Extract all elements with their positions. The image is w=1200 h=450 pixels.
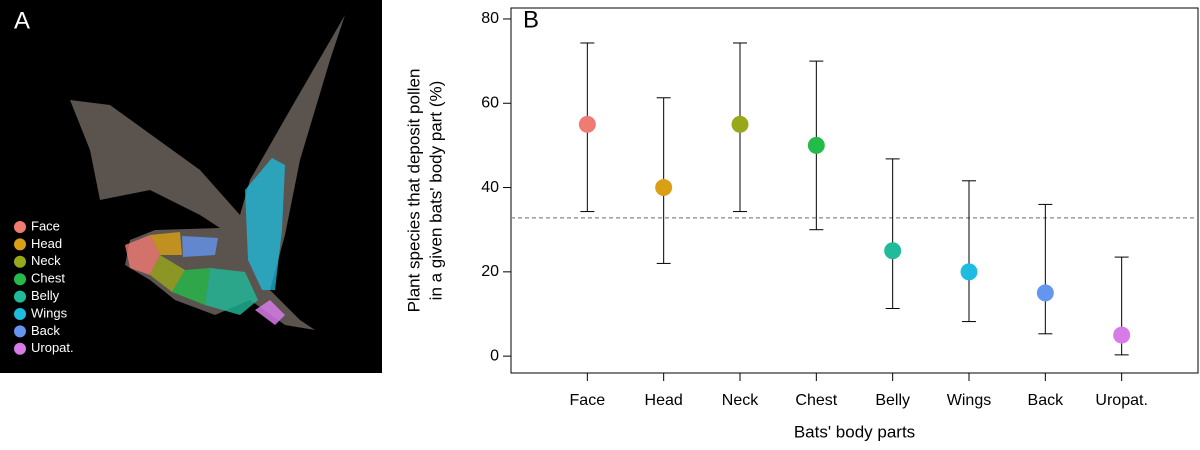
y-axis-label: Plant species that deposit pollen bbox=[404, 69, 423, 313]
legend-swatch bbox=[14, 238, 26, 251]
point bbox=[655, 179, 673, 197]
legend-label: Uropat. bbox=[31, 340, 74, 355]
legend-swatch bbox=[14, 342, 26, 355]
legend-label: Face bbox=[31, 218, 60, 233]
x-tick-label: Face bbox=[570, 392, 606, 409]
legend-label: Back bbox=[31, 323, 60, 338]
point bbox=[578, 115, 596, 133]
legend-swatch bbox=[14, 273, 26, 286]
legend-label: Neck bbox=[31, 253, 61, 268]
panel-label: B bbox=[523, 6, 539, 33]
x-axis-label: Bats' body parts bbox=[794, 422, 915, 441]
point bbox=[731, 115, 749, 133]
legend: Face Head Neck Chest Belly Wings Back Uropat. bbox=[14, 218, 74, 355]
x-tick-label: Wings bbox=[947, 392, 991, 409]
legend-label: Wings bbox=[31, 305, 68, 320]
y-tick-label: 40 bbox=[481, 179, 499, 196]
legend-label: Chest bbox=[31, 271, 65, 286]
x-tick-label: Uropat. bbox=[1095, 392, 1147, 409]
x-tick-label: Chest bbox=[795, 392, 837, 409]
legend-swatch bbox=[14, 255, 26, 268]
y-tick-label: 0 bbox=[490, 347, 499, 364]
legend-swatch bbox=[14, 290, 26, 303]
y-tick-label: 80 bbox=[481, 10, 499, 27]
plot-frame bbox=[510, 7, 1199, 374]
y-axis-label: in a given bats' body part (%) bbox=[426, 81, 445, 301]
x-tick-label: Belly bbox=[875, 392, 910, 409]
plot: B 0 20 40 60 80 Face Head Neck Chest Belly Wings Bac… bbox=[404, 6, 1199, 441]
point bbox=[884, 242, 902, 260]
point bbox=[960, 263, 978, 281]
x-tick-label: Back bbox=[1028, 392, 1065, 409]
panel-label: A bbox=[14, 7, 30, 34]
y-tick-label: 60 bbox=[481, 94, 499, 111]
legend-swatch bbox=[14, 308, 26, 320]
x-tick-label: Neck bbox=[722, 392, 759, 409]
legend-label: Belly bbox=[31, 288, 60, 303]
y-tick-label: 20 bbox=[481, 263, 499, 280]
legend-swatch bbox=[14, 221, 26, 233]
bat-illustration bbox=[70, 15, 345, 330]
point bbox=[807, 136, 825, 154]
legend-label: Head bbox=[31, 236, 62, 251]
point bbox=[1113, 326, 1131, 344]
point bbox=[1036, 284, 1054, 302]
x-tick-label: Head bbox=[645, 392, 683, 409]
legend-swatch bbox=[14, 325, 26, 338]
